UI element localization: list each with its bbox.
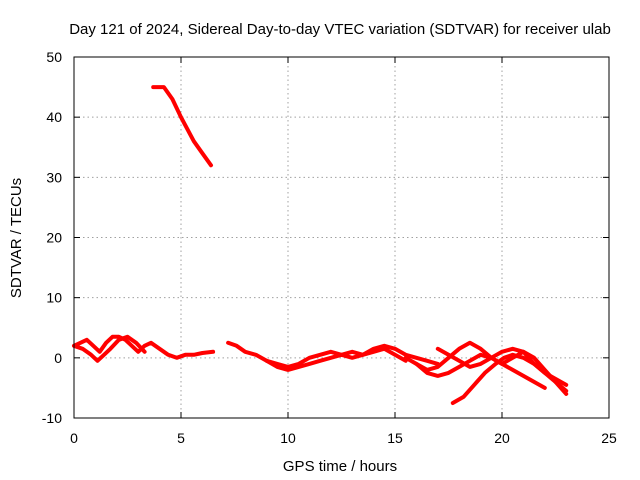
grid <box>74 57 609 418</box>
series-arc-c <box>226 340 440 369</box>
y-tick-label: 40 <box>46 109 62 125</box>
y-axis-label: SDTVAR / TECUs <box>8 178 25 298</box>
x-tick-label: 5 <box>177 430 185 446</box>
x-tick-label: 10 <box>280 430 296 446</box>
series-high-arc <box>151 85 213 168</box>
x-tick-label: 15 <box>387 430 403 446</box>
series-arc-a <box>72 334 216 360</box>
x-axis-label: GPS time / hours <box>283 458 397 475</box>
x-tick-label: 25 <box>601 430 617 446</box>
chart-title: Day 121 of 2024, Sidereal Day-to-day VTE… <box>69 21 611 38</box>
y-tick-label: 20 <box>46 230 62 246</box>
series-arc-b <box>72 334 147 363</box>
y-tick-label: 30 <box>46 169 62 185</box>
x-tick-label: 0 <box>70 430 78 446</box>
series-arc-d <box>264 346 408 372</box>
axis-ticks: 0 5 10 15 20 25 -10 0 10 20 30 40 50 <box>42 49 617 446</box>
series-arc-h <box>435 346 569 387</box>
y-tick-label: 0 <box>54 350 62 366</box>
x-tick-label: 20 <box>494 430 510 446</box>
y-tick-label: -10 <box>42 410 62 426</box>
series-group <box>72 85 569 405</box>
y-tick-label: 50 <box>46 49 62 65</box>
series-arc-e <box>403 340 547 390</box>
y-tick-label: 10 <box>46 290 62 306</box>
